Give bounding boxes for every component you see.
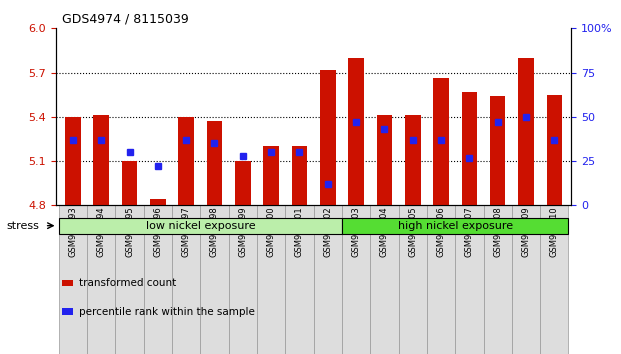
Text: stress: stress — [6, 221, 39, 231]
Bar — [399, 205, 427, 354]
Bar — [292, 146, 307, 205]
Bar — [229, 205, 257, 354]
Bar — [376, 115, 392, 205]
Bar — [490, 96, 505, 205]
Text: percentile rank within the sample: percentile rank within the sample — [79, 307, 255, 316]
Bar — [93, 115, 109, 205]
Bar — [348, 58, 364, 205]
Bar — [342, 205, 370, 354]
Text: high nickel exposure: high nickel exposure — [397, 221, 513, 231]
Bar — [405, 115, 420, 205]
Bar — [235, 161, 251, 205]
Bar — [455, 205, 484, 354]
Bar — [207, 121, 222, 205]
Bar — [512, 205, 540, 354]
Text: transformed count: transformed count — [79, 278, 177, 288]
Bar — [201, 205, 229, 354]
Bar — [150, 199, 166, 205]
Bar — [427, 205, 455, 354]
Bar — [370, 205, 399, 354]
Bar — [116, 205, 143, 354]
Text: low nickel exposure: low nickel exposure — [145, 221, 255, 231]
Bar — [540, 205, 568, 354]
Bar — [59, 205, 87, 354]
Bar — [518, 58, 534, 205]
Bar — [263, 146, 279, 205]
Bar — [314, 205, 342, 354]
Bar — [172, 205, 201, 354]
Bar — [65, 117, 81, 205]
Text: GDS4974 / 8115039: GDS4974 / 8115039 — [62, 12, 189, 25]
Bar — [433, 79, 449, 205]
Bar — [484, 205, 512, 354]
Bar — [461, 92, 477, 205]
Bar — [178, 117, 194, 205]
Bar — [143, 205, 172, 354]
Bar — [87, 205, 116, 354]
Bar — [546, 95, 562, 205]
Bar — [320, 70, 335, 205]
Bar — [122, 161, 137, 205]
Bar — [285, 205, 314, 354]
Bar — [257, 205, 285, 354]
